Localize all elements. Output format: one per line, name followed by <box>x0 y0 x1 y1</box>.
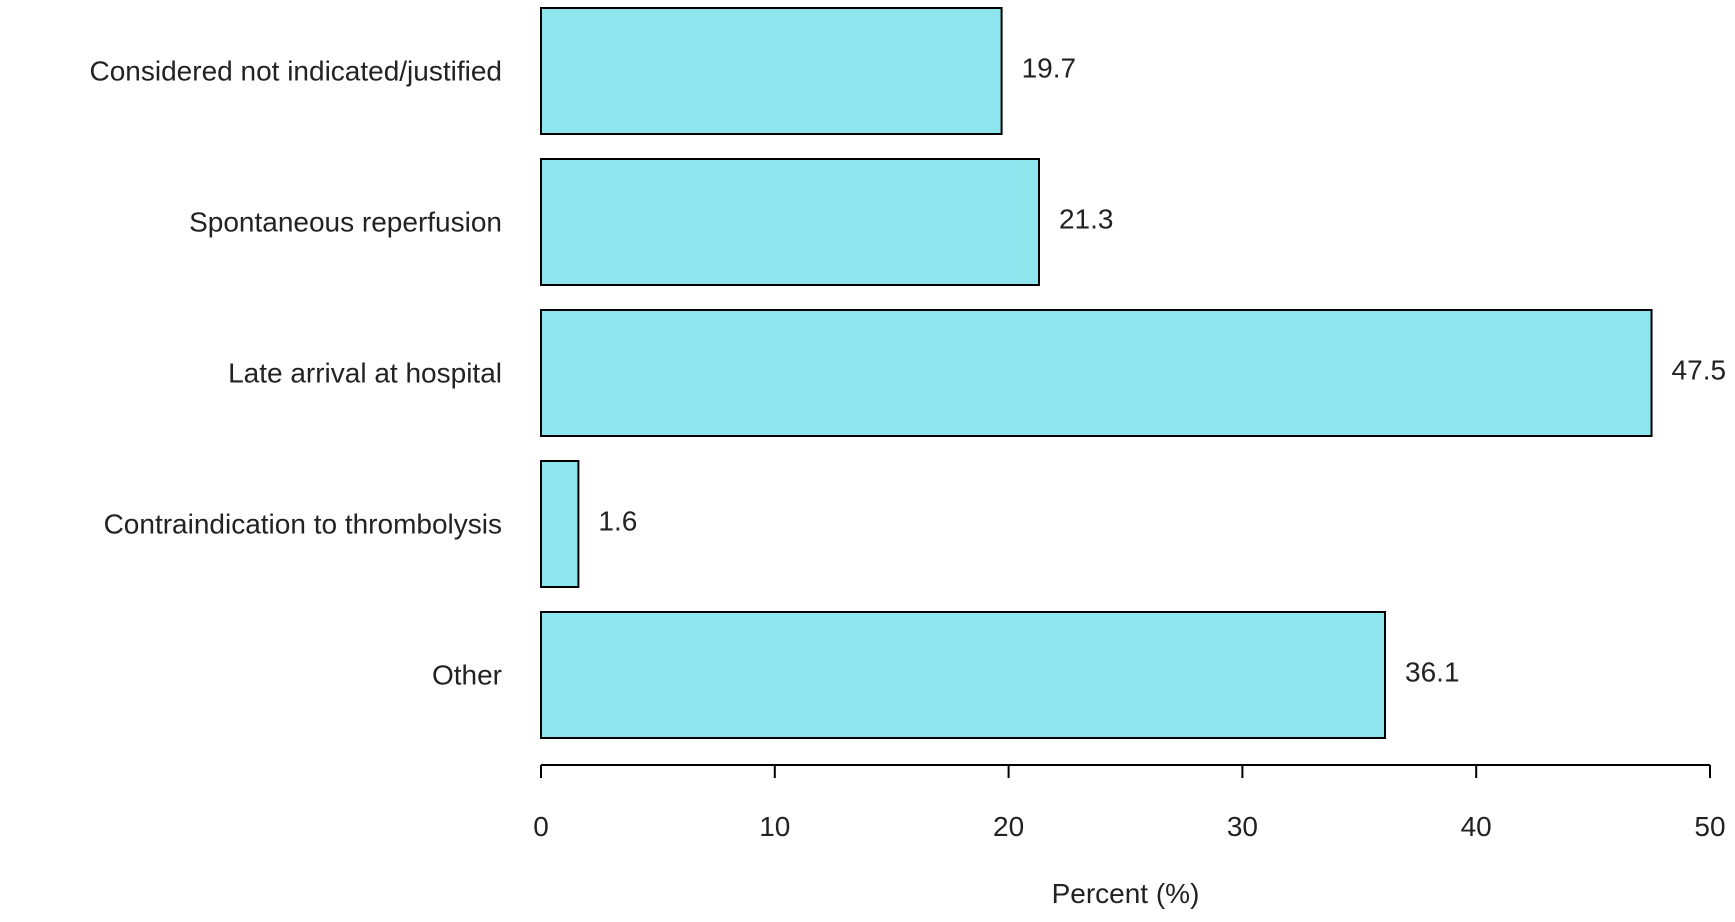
category-label-4: Other <box>432 660 502 691</box>
value-label-4: 36.1 <box>1405 657 1460 688</box>
x-tick-label-4: 40 <box>1461 811 1492 842</box>
category-labels: Considered not indicated/justified Sponta… <box>90 56 502 691</box>
category-label-0: Considered not indicated/justified <box>90 56 502 87</box>
category-label-1: Spontaneous reperfusion <box>189 207 502 238</box>
x-tick-label-0: 0 <box>533 811 549 842</box>
value-labels: 19.7 21.3 47.5 1.6 36.1 <box>598 53 1726 688</box>
x-tick-label-2: 20 <box>993 811 1024 842</box>
bar-0 <box>540 7 1003 135</box>
x-axis: 0 10 20 30 40 50 <box>533 764 1726 842</box>
bar-1 <box>540 158 1040 286</box>
bar-2 <box>540 309 1653 437</box>
value-label-3: 1.6 <box>598 506 637 537</box>
x-tick-label-5: 50 <box>1694 811 1725 842</box>
x-tick-label-1: 10 <box>759 811 790 842</box>
category-label-3: Contraindication to thrombolysis <box>104 509 502 540</box>
x-axis-title: Percent (%) <box>1052 878 1200 909</box>
category-label-2: Late arrival at hospital <box>228 358 502 389</box>
value-label-1: 21.3 <box>1059 204 1114 235</box>
x-tick-label-3: 30 <box>1227 811 1258 842</box>
bar-4 <box>540 611 1387 739</box>
value-label-2: 47.5 <box>1672 355 1727 386</box>
bars-group <box>540 7 1653 739</box>
value-label-0: 19.7 <box>1022 53 1076 84</box>
bar-3 <box>540 460 580 588</box>
